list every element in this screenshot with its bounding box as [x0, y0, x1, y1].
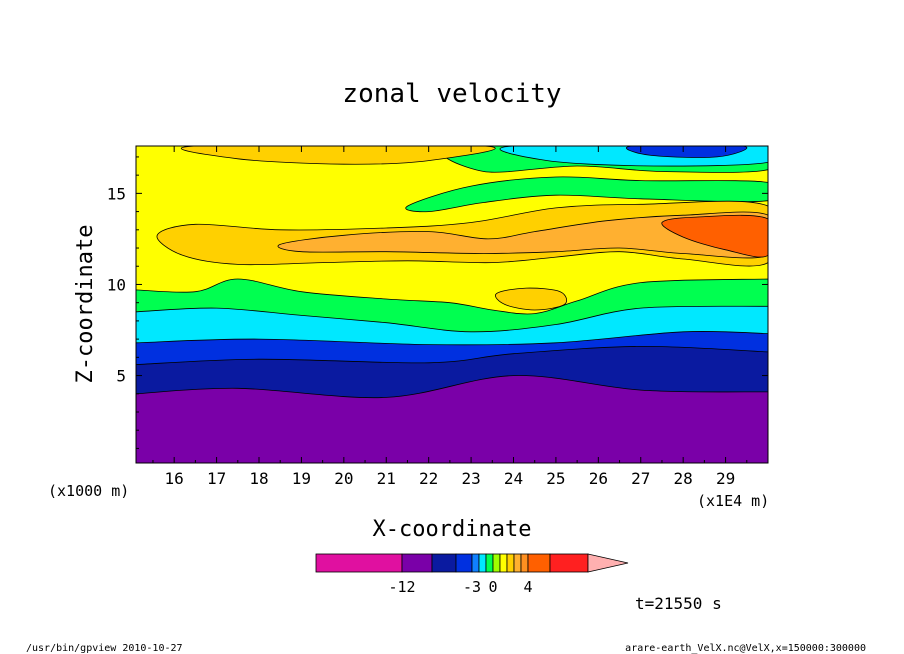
x-tick-label: 20 — [334, 469, 353, 488]
colorbar-segment — [455, 553, 473, 573]
y-tick-label: 15 — [107, 184, 126, 203]
y-tick-label: 5 — [116, 367, 126, 386]
x-tick-label: 16 — [165, 469, 184, 488]
contour-region-3 — [625, 146, 748, 158]
colorbar-segment — [513, 553, 522, 573]
contour-region-6 — [277, 211, 768, 259]
x-tick-label: 17 — [207, 469, 226, 488]
colorbar-label: -12 — [388, 578, 415, 596]
colorbar-segment — [431, 553, 457, 573]
plot-frame — [135, 145, 769, 464]
chart-title: zonal velocity — [342, 79, 561, 109]
colorbar-segment — [492, 553, 501, 573]
x-unit-right: (x1E4 m) — [697, 492, 769, 510]
colorbar-segment — [499, 553, 508, 573]
contour-region-8 — [495, 287, 567, 311]
colorbar-labels: -12 -3 0 4 — [388, 578, 532, 596]
colorbar-segment — [520, 553, 529, 573]
x-tick-label: 29 — [716, 469, 735, 488]
x-tick-label: 27 — [631, 469, 650, 488]
x-tick-label: 24 — [504, 469, 523, 488]
x-axis-ticks: 16 17 18 19 20 21 22 23 24 25 26 27 28 29 — [152, 146, 748, 488]
x-tick-label: 28 — [674, 469, 693, 488]
x-unit-left: (x1000 m) — [48, 482, 129, 500]
colorbar-segment — [315, 553, 403, 573]
x-tick-label: 26 — [589, 469, 608, 488]
footer-right: arare-earth_VelX.nc@VelX,x=150000:300000 — [625, 643, 866, 654]
y-axis-label: Z-coordinate — [73, 225, 98, 384]
colorbar-segment — [471, 553, 480, 573]
x-tick-label: 22 — [419, 469, 438, 488]
contour-band-purple — [136, 375, 768, 463]
plot-area — [135, 145, 769, 464]
contour-region-4 — [180, 146, 496, 165]
colorbar-arrow — [587, 553, 629, 573]
x-tick-label: 18 — [249, 469, 268, 488]
colorbar-label: 4 — [523, 578, 532, 596]
colorbar-segment — [549, 553, 589, 573]
colorbar-label: 0 — [488, 578, 497, 596]
x-tick-label: 25 — [546, 469, 565, 488]
colorbar-segment — [478, 553, 487, 573]
colorbar — [315, 553, 629, 573]
x-axis-label: X-coordinate — [373, 517, 532, 542]
colorbar-label: -3 — [463, 578, 481, 596]
contour-region-0 — [405, 176, 768, 213]
time-label: t=21550 s — [635, 594, 722, 613]
colorbar-segment — [506, 553, 515, 573]
y-tick-label: 10 — [107, 275, 126, 294]
colorbar-segment — [527, 553, 551, 573]
x-tick-label: 21 — [377, 469, 396, 488]
contour-region-7 — [661, 214, 768, 258]
colorbar-segment — [401, 553, 433, 573]
x-tick-label: 23 — [461, 469, 480, 488]
colorbar-segment — [485, 553, 494, 573]
x-tick-label: 19 — [292, 469, 311, 488]
y-axis-ticks: 5 10 15 — [107, 156, 768, 449]
footer-left: /usr/bin/gpview 2010-10-27 — [26, 643, 183, 654]
